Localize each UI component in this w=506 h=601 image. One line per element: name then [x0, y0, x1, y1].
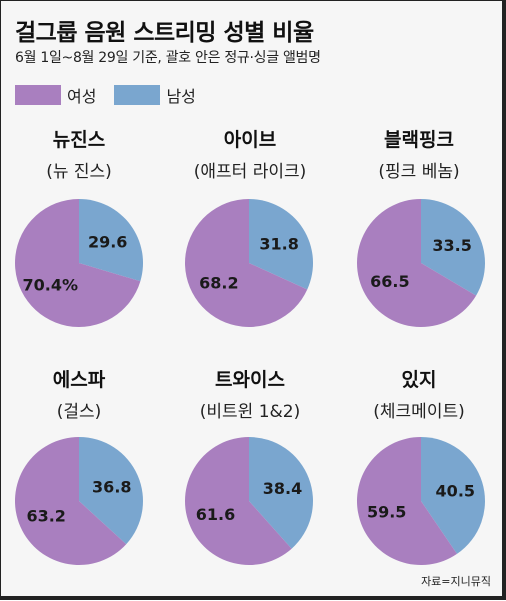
pie-slice-male: [421, 199, 486, 296]
panel-aespa: 에스파 (걸스): [0, 367, 163, 425]
data-label-male: 36.8: [92, 478, 131, 497]
panel-ive: 아이브 (애프터 라이크): [166, 127, 334, 185]
data-label-male: 31.8: [259, 235, 298, 254]
pie-slice-female: [357, 199, 477, 327]
album-name: (체크메이트): [373, 402, 465, 422]
panel-blackpink: 블랙핑크 (핑크 베놈): [335, 127, 503, 185]
data-label-female: 66.5: [370, 272, 409, 291]
legend-label-female: 여성: [67, 87, 97, 106]
group-name: 트와이스: [215, 369, 285, 391]
pie-slice-male: [79, 199, 144, 282]
legend-swatch-female: [15, 85, 61, 105]
group-name: 블랙핑크: [384, 129, 454, 151]
data-label-male: 40.5: [436, 482, 475, 501]
data-label-male: 29.6: [88, 233, 127, 252]
group-name: 에스파: [52, 369, 106, 391]
source-note: 자료=지니뮤직: [421, 575, 491, 588]
album-name: (뉴 진스): [46, 162, 112, 182]
legend-label-male: 남성: [166, 87, 196, 106]
group-name: 있지: [401, 369, 437, 391]
pie-slice-female: [356, 437, 457, 565]
data-label-female: 70.4%: [23, 275, 79, 294]
legend: 여성 남성: [15, 83, 214, 107]
album-name: (애프터 라이크): [193, 162, 307, 182]
data-label-female: 63.2: [26, 506, 65, 525]
data-label-female: 68.2: [199, 273, 238, 292]
legend-item-male: 남성: [114, 83, 196, 107]
panel-twice: 트와이스 (비트윈 1&2): [166, 367, 334, 425]
pie-slice-female: [14, 437, 127, 565]
pie-slice-male: [249, 199, 314, 290]
album-name: (비트윈 1&2): [199, 402, 301, 422]
album-name: (핑크 베놈): [378, 162, 460, 182]
pie-slice-female: [185, 199, 308, 327]
data-label-male: 38.4: [263, 479, 302, 498]
group-name: 뉴진스: [52, 129, 106, 151]
group-name: 아이브: [223, 129, 277, 151]
pie-slice-female: [15, 199, 141, 327]
chart-subtitle: 6월 1일~8월 29일 기준, 괄호 안은 정규·싱글 앨범명: [15, 50, 321, 66]
pie-slice-male: [79, 437, 143, 545]
panel-itzy: 있지 (체크메이트): [335, 367, 503, 425]
data-label-male: 33.5: [432, 236, 471, 255]
legend-swatch-male: [114, 85, 161, 105]
pie-slice-male: [421, 437, 485, 554]
chart-title: 걸그룹 음원 스트리밍 성별 비율: [15, 20, 314, 46]
album-name: (걸스): [56, 402, 102, 422]
panel-newjeans: 뉴진스 (뉴 진스): [0, 127, 163, 185]
data-label-female: 59.5: [367, 503, 406, 522]
data-label-female: 61.6: [196, 505, 235, 524]
pie-slice-male: [249, 437, 313, 549]
pie-slice-female: [184, 437, 292, 565]
legend-item-female: 여성: [15, 83, 96, 107]
